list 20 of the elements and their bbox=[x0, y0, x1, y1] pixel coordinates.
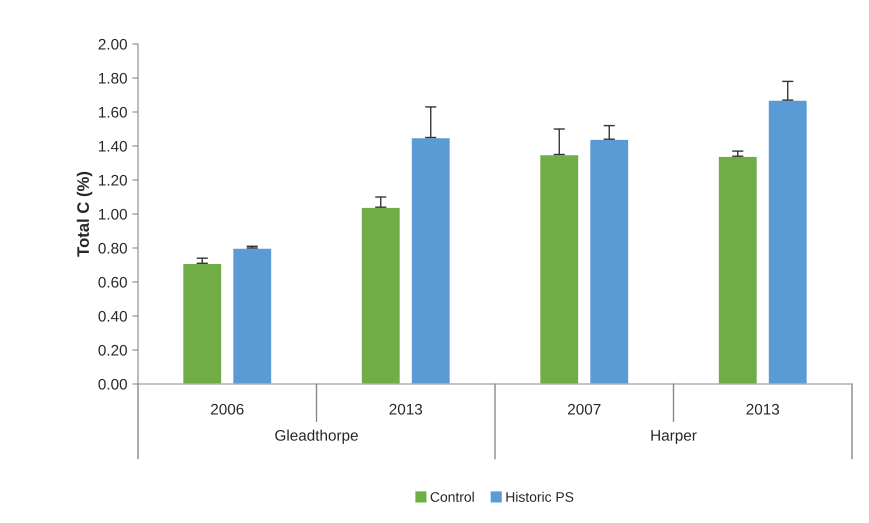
y-tick-label: 0.40 bbox=[98, 310, 127, 322]
y-tick-label: 2.00 bbox=[98, 38, 127, 50]
x-tick-label: 2013 bbox=[746, 404, 780, 415]
legend-label: Historic PS bbox=[506, 492, 574, 502]
text: Harper bbox=[651, 430, 697, 444]
y-tick-label: 0.00 bbox=[98, 378, 127, 390]
y-tick-label: 0.80 bbox=[98, 242, 127, 254]
y-tick-label: 1.20 bbox=[99, 174, 127, 186]
y-tick-label: 1.80 bbox=[99, 72, 127, 84]
x-tick-label: 2007 bbox=[568, 404, 600, 415]
y-tick-label: 0.60 bbox=[98, 276, 127, 288]
y-tick-label: 0.20 bbox=[98, 344, 127, 356]
x-tick-label: 2013 bbox=[390, 404, 422, 415]
text: Gleadthorpe bbox=[275, 430, 358, 444]
y-tick-label: 1.60 bbox=[99, 106, 127, 118]
y-axis-title: Total C (%) bbox=[76, 172, 92, 257]
x-tick-label: 2006 bbox=[211, 404, 244, 415]
y-tick-label: 1.00 bbox=[99, 208, 127, 220]
y-tick-label: 1.40 bbox=[99, 140, 127, 152]
legend-label: Control bbox=[430, 492, 474, 502]
